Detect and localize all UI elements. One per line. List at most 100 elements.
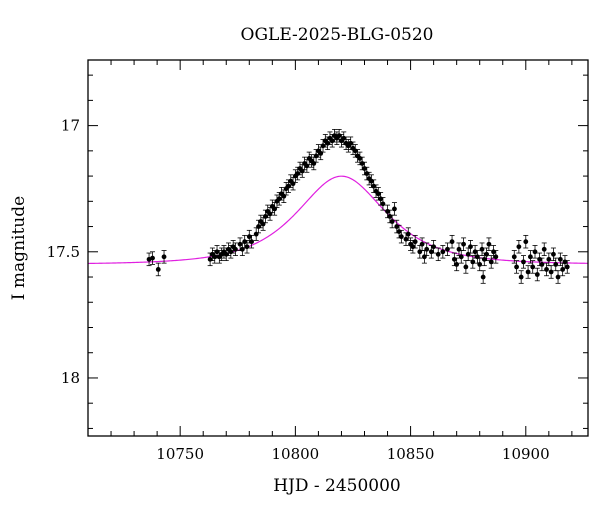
data-point — [550, 247, 556, 262]
data-marker — [521, 259, 526, 265]
data-point — [334, 131, 340, 145]
data-marker — [378, 196, 384, 202]
data-marker — [468, 244, 473, 250]
data-marker — [488, 259, 494, 265]
data-marker — [484, 251, 490, 257]
data-marker — [239, 246, 245, 252]
data-marker — [539, 262, 545, 267]
data-marker — [555, 274, 561, 280]
data-point — [523, 234, 529, 249]
data-point — [467, 240, 473, 254]
data-marker — [267, 211, 273, 217]
data-marker — [272, 206, 278, 212]
data-marker — [256, 224, 261, 229]
data-point — [514, 260, 520, 274]
data-marker — [454, 262, 460, 267]
data-marker — [424, 246, 430, 252]
data-marker — [362, 166, 367, 171]
data-point — [555, 270, 561, 284]
data-point — [357, 151, 363, 166]
data-marker — [246, 234, 252, 240]
data-marker — [435, 251, 441, 257]
y-tick-label: 17 — [61, 117, 80, 135]
tick-labels: 10750 10800 10850 10900 17 17.5 18 — [47, 117, 550, 463]
data-marker — [359, 161, 365, 166]
data-point — [493, 250, 499, 264]
data-marker — [440, 249, 446, 255]
data-marker — [428, 249, 434, 255]
data-marker — [290, 181, 296, 187]
data-point — [249, 234, 255, 249]
data-point — [541, 242, 547, 256]
data-point — [539, 257, 545, 272]
data-marker — [405, 231, 411, 237]
data-marker — [477, 262, 483, 267]
data-point — [431, 240, 437, 254]
data-marker — [396, 229, 402, 234]
data-marker — [380, 201, 386, 207]
data-point — [557, 252, 563, 267]
data-marker — [223, 251, 229, 257]
data-point — [444, 242, 450, 256]
data-marker — [463, 264, 469, 270]
data-point — [488, 255, 494, 269]
data-point — [516, 240, 522, 254]
data-marker — [465, 251, 471, 257]
data-point — [470, 255, 476, 269]
data-marker — [532, 249, 538, 255]
data-marker — [375, 191, 381, 197]
data-marker — [237, 241, 243, 247]
data-marker — [551, 251, 556, 257]
data-marker — [486, 241, 492, 247]
x-axis-label: HJD - 2450000 — [273, 476, 401, 496]
data-marker — [445, 246, 450, 252]
data-marker — [525, 269, 531, 275]
data-marker — [286, 183, 291, 189]
data-marker — [394, 224, 400, 229]
data-marker — [263, 214, 268, 219]
data-point — [530, 260, 536, 274]
y-axis-label: I magnitude — [9, 196, 29, 300]
data-point — [424, 242, 430, 256]
data-marker — [461, 241, 466, 247]
data-marker — [491, 249, 496, 255]
data-marker — [253, 231, 259, 237]
data-marker — [534, 272, 540, 277]
data-point — [244, 240, 250, 254]
data-marker — [412, 239, 418, 245]
data-marker — [422, 254, 427, 260]
data-marker — [493, 254, 499, 260]
data-marker — [541, 246, 547, 252]
data-marker — [385, 209, 390, 214]
data-marker — [530, 264, 536, 270]
data-point — [451, 252, 457, 267]
data-marker — [299, 168, 305, 174]
data-marker — [475, 254, 480, 260]
axis-ticks — [87, 60, 588, 436]
data-marker — [511, 254, 517, 260]
x-tick-label: 10750 — [156, 445, 204, 463]
data-marker — [431, 244, 437, 250]
data-point — [380, 197, 386, 211]
data-point — [484, 247, 490, 262]
data-marker — [155, 267, 161, 272]
data-point — [564, 260, 570, 274]
data-marker — [481, 256, 487, 262]
data-marker — [352, 148, 358, 154]
data-marker — [458, 254, 464, 260]
data-marker — [228, 249, 234, 255]
data-marker — [419, 241, 425, 247]
data-marker — [518, 274, 524, 280]
data-marker — [249, 239, 254, 245]
data-marker — [514, 264, 519, 270]
data-marker — [329, 138, 335, 144]
data-point — [302, 156, 308, 171]
plot-frame — [87, 59, 589, 437]
data-point — [309, 154, 315, 168]
data-points — [146, 128, 570, 284]
data-point — [477, 257, 483, 272]
data-marker — [212, 254, 218, 260]
data-marker — [392, 206, 397, 212]
data-marker — [470, 259, 476, 265]
